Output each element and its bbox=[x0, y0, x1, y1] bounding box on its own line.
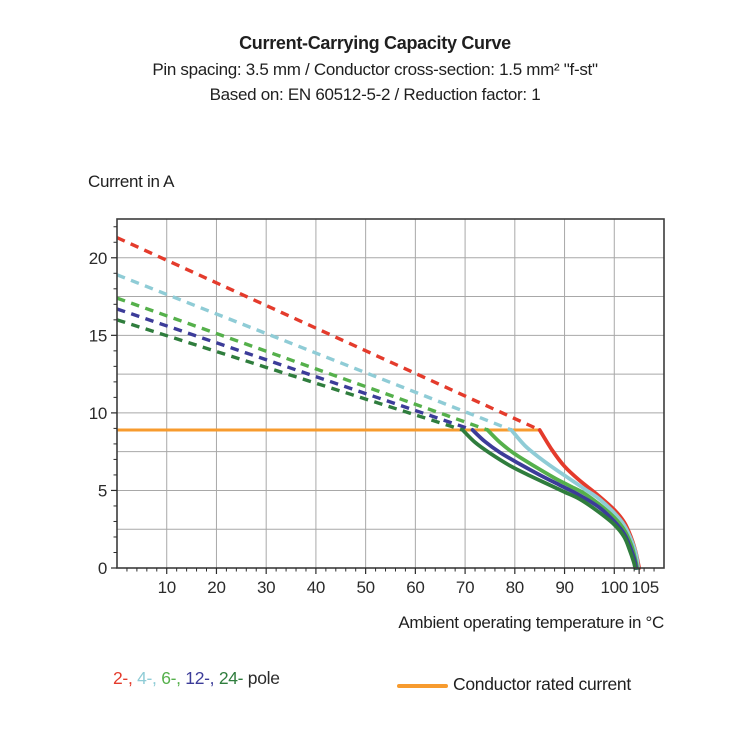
x-axis-title: Ambient operating temperature in °C bbox=[398, 613, 664, 632]
legend-pole-suffix: pole bbox=[243, 668, 280, 688]
x-tick-label: 80 bbox=[506, 578, 524, 597]
legend-pole-item: 4-, bbox=[137, 668, 162, 688]
legend-rated-label: Conductor rated current bbox=[453, 674, 631, 694]
legend-poles: 2-, 4-, 6-, 12-, 24- pole bbox=[113, 668, 280, 689]
capacity-chart: 10 20 30 40 50 60 70 80 90 100 105 0 5 10 15 20 bbox=[89, 218, 665, 597]
x-tick-label: 105 bbox=[631, 578, 658, 597]
x-tick-label: 70 bbox=[456, 578, 474, 597]
rated-current-line-swatch bbox=[397, 684, 448, 688]
legend-pole-item: 12-, bbox=[185, 668, 219, 688]
series-dashed-4-pole bbox=[116, 273, 512, 432]
legend-pole-item: 2-, bbox=[113, 668, 138, 688]
series-solid-24-pole bbox=[460, 428, 638, 570]
series-dashed-12-pole bbox=[116, 307, 474, 432]
chart-subtitle-standard: Based on: EN 60512-5-2 / Reduction facto… bbox=[209, 85, 541, 104]
series-dashed-24-pole bbox=[116, 318, 464, 432]
legend-pole-item: 24- bbox=[218, 668, 244, 688]
x-tick-label: 10 bbox=[158, 578, 176, 597]
series-dashed-6-pole bbox=[116, 296, 489, 432]
chart-subtitle-specs: Pin spacing: 3.5 mm / Conductor cross-se… bbox=[152, 60, 598, 79]
series-dashed-2-pole bbox=[116, 236, 541, 432]
x-tick-label: 50 bbox=[356, 578, 374, 597]
y-axis-title: Current in A bbox=[88, 172, 175, 191]
x-tick-label: 90 bbox=[555, 578, 573, 597]
y-tick-label: 10 bbox=[89, 404, 107, 423]
chart-title: Current-Carrying Capacity Curve bbox=[239, 33, 511, 53]
legend-pole-item: 6-, bbox=[161, 668, 186, 688]
y-tick-label: 0 bbox=[98, 559, 107, 578]
x-tick-label: 100 bbox=[601, 578, 628, 597]
x-tick-label: 60 bbox=[406, 578, 424, 597]
y-tick-label: 5 bbox=[98, 481, 107, 500]
plot-frame bbox=[116, 218, 665, 569]
x-tick-label: 40 bbox=[307, 578, 325, 597]
y-tick-label: 20 bbox=[89, 249, 107, 268]
x-tick-label: 20 bbox=[207, 578, 225, 597]
y-tick-label: 15 bbox=[89, 326, 107, 345]
x-tick-label: 30 bbox=[257, 578, 275, 597]
series-solid-4-pole bbox=[509, 428, 641, 570]
